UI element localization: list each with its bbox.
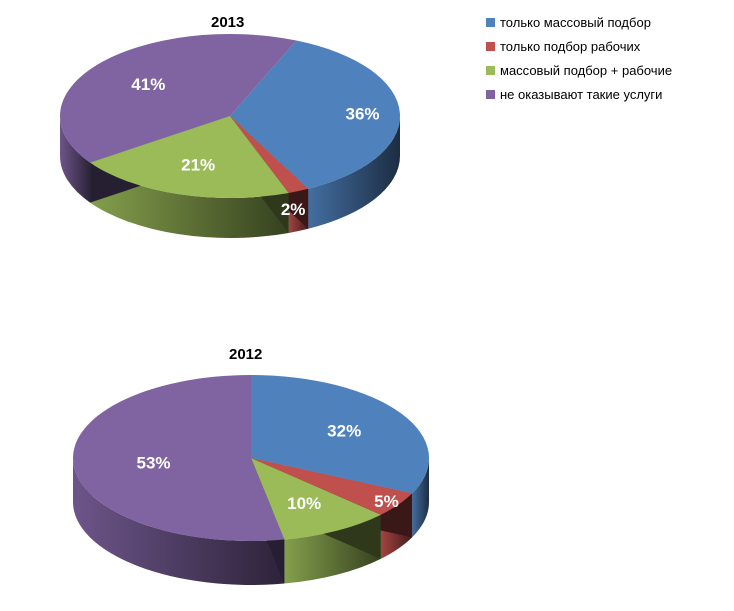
data-label: 32%: [327, 421, 361, 440]
chart-title-2012: 2012: [229, 346, 263, 363]
legend-label: только массовый подбор: [500, 14, 651, 30]
data-label: 53%: [137, 453, 171, 472]
data-label: 41%: [131, 75, 165, 94]
pie-chart-2012: 32% 5% 10% 53%: [73, 375, 429, 586]
legend-label: только подбор рабочих: [500, 38, 641, 54]
pie-slice: [230, 40, 400, 189]
pie-slice: [230, 116, 309, 193]
legend: только массовый подбор только подбор раб…: [486, 10, 672, 106]
legend-label: не оказывают такие услуги: [500, 86, 663, 102]
pie-slice-side: [60, 116, 91, 203]
legend-label: массовый подбор + рабочие: [500, 62, 673, 78]
pie-slice-side: [412, 458, 429, 538]
legend-swatch: [486, 41, 495, 51]
pie-slice-side: [90, 162, 289, 238]
data-label: 21%: [181, 155, 215, 174]
pie-tops: [73, 375, 429, 541]
data-label: 36%: [345, 105, 379, 124]
legend-swatch: [486, 17, 495, 27]
data-label: 5%: [374, 492, 399, 511]
data-label: 10%: [287, 494, 321, 513]
legend-item: только массовый подбор: [486, 10, 672, 34]
pie-tops: [60, 34, 400, 198]
legend-item: не оказывают такие услуги: [486, 82, 672, 106]
pie-slice: [90, 116, 289, 198]
pie-slice-side: [73, 458, 285, 586]
pie-slice: [73, 375, 285, 541]
pie-slice: [251, 458, 413, 515]
pie-slice: [251, 375, 429, 494]
data-label: 2%: [281, 200, 306, 219]
legend-swatch: [486, 65, 495, 75]
pie-slice: [60, 34, 297, 163]
legend-item: массовый подбор + рабочие: [486, 58, 672, 82]
pie-slice-side: [308, 116, 400, 229]
legend-item: только подбор рабочих: [486, 34, 672, 58]
pie-slice: [251, 458, 381, 540]
chart-title-2013: 2013: [211, 14, 245, 31]
pie-chart-2013: 36% 2% 21% 41%: [60, 34, 400, 238]
legend-swatch: [486, 89, 495, 99]
